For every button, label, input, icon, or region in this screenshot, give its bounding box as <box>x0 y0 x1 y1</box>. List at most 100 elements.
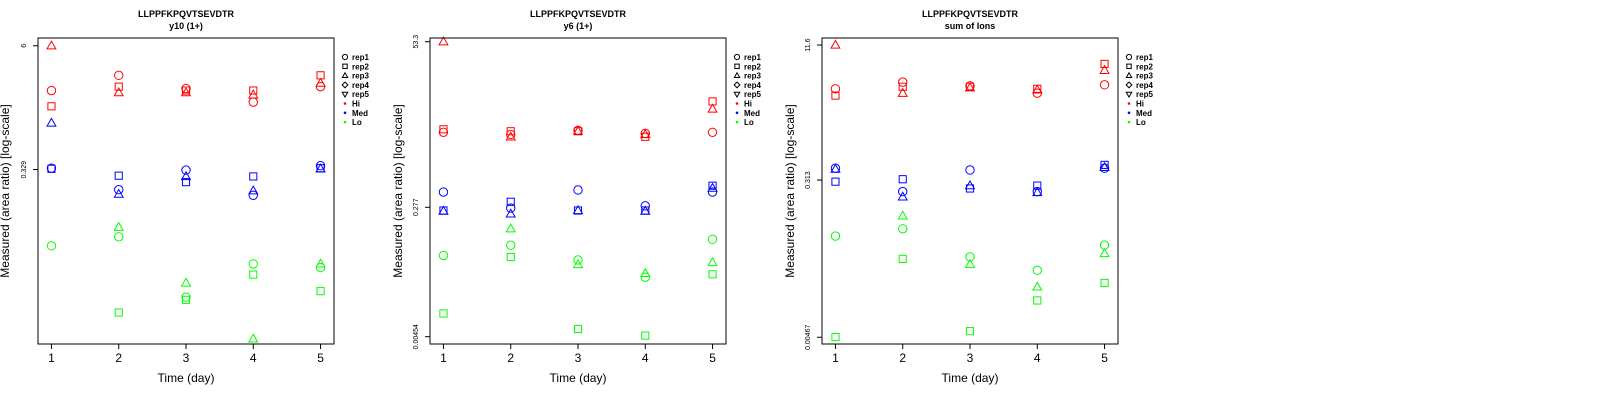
y-tick-label: 0.313 <box>805 171 812 189</box>
legend-label-rep3: rep3 <box>352 72 369 81</box>
legend-label-lo: Lo <box>744 118 754 127</box>
x-axis-label: Time (day) <box>158 371 215 385</box>
y-axis-label: Measured (area ratio) [log-scale] <box>0 104 12 277</box>
data-point-hi-rep3 <box>964 82 976 92</box>
legend-label-rep5: rep5 <box>744 90 761 99</box>
data-point-med-rep3 <box>897 191 908 201</box>
x-tick-label: 5 <box>317 351 324 365</box>
data-point-lo-rep3 <box>964 258 976 268</box>
x-tick-label: 1 <box>440 351 447 365</box>
chart-subtitle: sum of Ions <box>945 21 996 31</box>
axis-ticks: 1 2 3 4 5 11.6 0.313 0.00467 <box>805 38 1108 365</box>
data-point-med-rep2 <box>831 177 840 186</box>
data-point-hi-rep2 <box>47 102 56 111</box>
legend-dot-hi <box>1127 102 1131 105</box>
chart-title: LLPPFKPQVTSEVDTR <box>138 9 235 19</box>
legend-label-rep2: rep2 <box>1136 62 1153 71</box>
data-point-lo-rep1 <box>46 241 57 251</box>
legend-symbol-rep1 <box>1125 53 1133 61</box>
data-point-med-rep3 <box>572 204 584 215</box>
data-point-lo-rep2 <box>641 331 650 340</box>
data-point-hi-rep3 <box>830 39 841 49</box>
data-point-lo-rep2 <box>573 324 583 334</box>
data-point-hi-rep1 <box>707 127 718 137</box>
legend-label-lo: Lo <box>352 118 362 127</box>
legend-symbol-rep5 <box>733 91 741 99</box>
data-point-lo-rep2 <box>316 287 325 296</box>
data-point-med-rep1 <box>1099 163 1110 173</box>
data-point-lo-rep3 <box>572 258 584 269</box>
data-point-med-rep1 <box>438 187 449 197</box>
legend-symbol-rep3 <box>1125 71 1133 79</box>
x-tick-label: 2 <box>115 351 122 365</box>
data-point-med-rep1 <box>573 185 583 195</box>
data-point-lo-rep3 <box>180 277 192 287</box>
data-point-hi-rep2 <box>898 82 907 91</box>
data-point-med-rep3 <box>248 185 259 195</box>
data-point-lo-rep2 <box>439 309 448 318</box>
data-marks <box>46 40 326 343</box>
x-axis-label: Time (day) <box>550 371 607 385</box>
legend-symbol-rep4 <box>733 81 741 89</box>
data-point-hi-rep3 <box>505 131 516 141</box>
legend-label-med: Med <box>352 109 368 118</box>
legend-label-rep5: rep5 <box>352 90 369 99</box>
data-point-med-rep3 <box>707 182 718 192</box>
data-point-lo-rep2 <box>708 270 717 279</box>
x-tick-label: 5 <box>1101 351 1108 365</box>
x-tick-label: 4 <box>1034 351 1041 365</box>
legend-label-med: Med <box>744 109 760 118</box>
y-tick-label: 0.00454 <box>413 324 420 349</box>
data-point-med-rep3 <box>505 208 516 218</box>
data-point-hi-rep3 <box>897 87 908 97</box>
legend-dot-hi <box>343 102 347 105</box>
data-point-lo-rep3 <box>248 333 259 343</box>
data-point-hi-rep3 <box>640 128 651 139</box>
data-point-lo-rep1 <box>438 250 449 261</box>
x-axis-label: Time (day) <box>942 371 999 385</box>
legend-label-rep1: rep1 <box>352 53 369 62</box>
x-tick-label: 2 <box>899 351 906 365</box>
data-point-hi-rep2 <box>249 86 258 95</box>
data-point-lo-rep1 <box>181 292 191 302</box>
data-point-hi-rep3 <box>46 40 57 50</box>
data-point-hi-rep2 <box>181 86 191 95</box>
data-point-hi-rep1 <box>248 97 258 107</box>
legend-symbol-rep2 <box>1126 63 1132 70</box>
data-point-lo-rep1 <box>573 255 583 265</box>
data-point-med-rep1 <box>898 186 908 197</box>
data-point-lo-rep1 <box>707 234 718 245</box>
data-point-lo-rep2 <box>1033 296 1042 305</box>
data-point-hi-rep2 <box>114 82 123 91</box>
data-point-hi-rep1 <box>438 127 449 137</box>
data-point-hi-rep1 <box>898 77 908 87</box>
data-point-med-rep2 <box>898 175 907 184</box>
data-point-hi-rep3 <box>180 86 192 97</box>
data-point-hi-rep3 <box>438 36 449 46</box>
data-point-lo-rep1 <box>965 252 975 262</box>
legend-symbol-rep3 <box>733 71 741 79</box>
data-point-hi-rep3 <box>707 103 718 113</box>
legend-label-hi: Hi <box>744 100 752 109</box>
data-point-lo-rep2 <box>249 270 258 279</box>
data-point-hi-rep1 <box>1099 80 1110 90</box>
data-point-hi-rep1 <box>114 70 124 81</box>
data-point-med-rep3 <box>315 163 326 173</box>
data-marks <box>830 39 1110 342</box>
legend-symbol-rep2 <box>734 63 740 70</box>
legend-dot-lo <box>1127 120 1131 124</box>
data-point-lo-rep2 <box>831 332 840 342</box>
x-tick-label: 1 <box>48 351 55 365</box>
chart-panel-y10: LLPPFKPQVTSEVDTR y10 (1+) Measured (area… <box>0 9 369 385</box>
legend-label-rep4: rep4 <box>744 81 761 90</box>
x-tick-label: 3 <box>575 351 582 365</box>
legend-label-rep1: rep1 <box>1136 53 1153 62</box>
legend-dot-med <box>343 111 347 115</box>
legend-symbol-rep1 <box>341 53 349 61</box>
legend-label-rep2: rep2 <box>352 62 369 71</box>
data-point-med-rep1 <box>707 187 718 197</box>
legend-label-hi: Hi <box>1136 100 1144 109</box>
chart-panel-sum-of-ions: LLPPFKPQVTSEVDTR sum of Ions Measured (a… <box>783 9 1153 385</box>
